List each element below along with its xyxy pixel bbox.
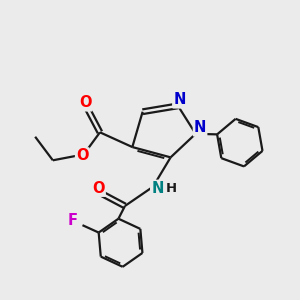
Text: O: O [76, 148, 88, 164]
Text: H: H [166, 182, 177, 195]
Text: N: N [173, 92, 186, 107]
Text: N: N [194, 120, 206, 135]
Text: F: F [67, 213, 77, 228]
Text: O: O [92, 181, 105, 196]
Text: N: N [151, 181, 164, 196]
Text: O: O [79, 95, 92, 110]
